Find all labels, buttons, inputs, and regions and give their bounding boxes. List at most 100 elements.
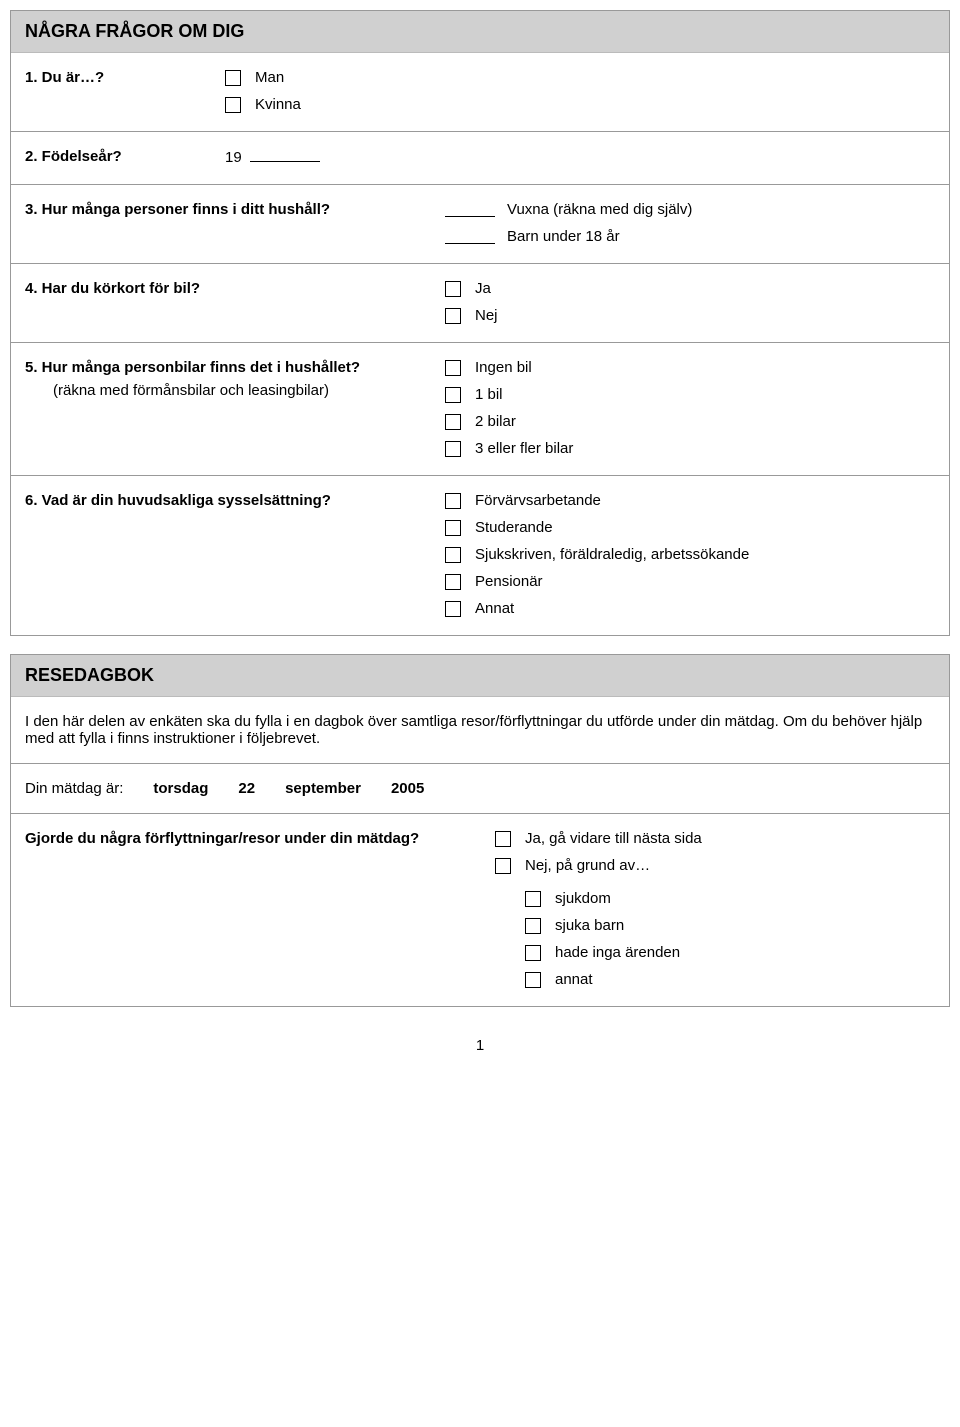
checkbox-icon bbox=[525, 945, 541, 961]
q3-opt-vuxna-label: Vuxna (räkna med dig själv) bbox=[507, 201, 692, 218]
q1-opt-kvinna[interactable]: Kvinna bbox=[225, 96, 935, 113]
checkbox-icon bbox=[445, 360, 461, 376]
q1-label: 1. Du är…? bbox=[25, 69, 225, 86]
diary-instructions: I den här delen av enkäten ska du fylla … bbox=[11, 697, 949, 764]
year-input-blank[interactable] bbox=[250, 148, 320, 162]
q5-left: 5. Hur många personbilar finns det i hus… bbox=[25, 359, 445, 399]
q5-opt-3-label: 3 eller fler bilar bbox=[475, 440, 573, 457]
q6-opt-0-label: Förvärvsarbetande bbox=[475, 492, 601, 509]
q1-opt-man[interactable]: Man bbox=[225, 69, 935, 86]
diary-opt-nej[interactable]: Nej, på grund av… bbox=[495, 857, 935, 874]
q6-opt-3[interactable]: Pensionär bbox=[445, 573, 935, 590]
diary-subopt-1-label: sjuka barn bbox=[555, 917, 624, 934]
checkbox-icon bbox=[445, 493, 461, 509]
q4-opt-ja-label: Ja bbox=[475, 280, 491, 297]
count-input-blank[interactable] bbox=[445, 203, 495, 217]
q5-opt-1[interactable]: 1 bil bbox=[445, 386, 935, 403]
question-6: 6. Vad är din huvudsakliga sysselsättnin… bbox=[11, 476, 949, 635]
q4-opt-nej[interactable]: Nej bbox=[445, 307, 935, 324]
diary-subopt-0[interactable]: sjukdom bbox=[525, 890, 935, 907]
date-num: 22 bbox=[238, 780, 255, 797]
diary-subopt-1[interactable]: sjuka barn bbox=[525, 917, 935, 934]
q1-opt-man-label: Man bbox=[255, 69, 284, 86]
checkbox-icon bbox=[445, 520, 461, 536]
checkbox-icon bbox=[445, 414, 461, 430]
q6-opt-3-label: Pensionär bbox=[475, 573, 543, 590]
diary-q-options: Ja, gå vidare till nästa sida Nej, på gr… bbox=[495, 830, 935, 988]
question-4: 4. Har du körkort för bil? Ja Nej bbox=[11, 264, 949, 343]
q4-opt-ja[interactable]: Ja bbox=[445, 280, 935, 297]
checkbox-icon bbox=[225, 97, 241, 113]
diary-subopt-0-label: sjukdom bbox=[555, 890, 611, 907]
question-2: 2. Födelseår? 19 bbox=[11, 132, 949, 185]
count-input-blank[interactable] bbox=[445, 230, 495, 244]
q5-opt-1-label: 1 bil bbox=[475, 386, 503, 403]
diary-panel: RESEDAGBOK I den här delen av enkäten sk… bbox=[10, 654, 950, 1007]
diary-subopt-2-label: hade inga ärenden bbox=[555, 944, 680, 961]
q6-opt-0[interactable]: Förvärvsarbetande bbox=[445, 492, 935, 509]
q6-opt-1-label: Studerande bbox=[475, 519, 553, 536]
checkbox-icon bbox=[445, 574, 461, 590]
checkbox-icon bbox=[495, 831, 511, 847]
q6-opt-4-label: Annat bbox=[475, 600, 514, 617]
diary-q-label: Gjorde du några förflyttningar/resor und… bbox=[25, 830, 495, 847]
diary-subopt-3-label: annat bbox=[555, 971, 593, 988]
diary-subopt-3[interactable]: annat bbox=[525, 971, 935, 988]
questions-panel: NÅGRA FRÅGOR OM DIG 1. Du är…? Man Kvinn… bbox=[10, 10, 950, 636]
checkbox-icon bbox=[445, 308, 461, 324]
q5-options: Ingen bil 1 bil 2 bilar 3 eller fler bil… bbox=[445, 359, 935, 457]
diary-opt-ja[interactable]: Ja, gå vidare till nästa sida bbox=[495, 830, 935, 847]
questions-panel-body: 1. Du är…? Man Kvinna 2. Födelseår? 19 3… bbox=[11, 53, 949, 635]
q5-opt-2[interactable]: 2 bilar bbox=[445, 413, 935, 430]
q3-opt-vuxna[interactable]: Vuxna (räkna med dig själv) bbox=[445, 201, 935, 218]
q3-options: Vuxna (räkna med dig själv) Barn under 1… bbox=[445, 201, 935, 245]
checkbox-icon bbox=[525, 891, 541, 907]
date-label: Din mätdag är: bbox=[25, 780, 123, 797]
page-number: 1 bbox=[10, 1037, 950, 1054]
question-5: 5. Hur många personbilar finns det i hus… bbox=[11, 343, 949, 476]
q4-label: 4. Har du körkort för bil? bbox=[25, 280, 445, 297]
diary-opt-ja-label: Ja, gå vidare till nästa sida bbox=[525, 830, 702, 847]
q6-opt-2-label: Sjukskriven, föräldraledig, arbetssökand… bbox=[475, 546, 749, 563]
q4-opt-nej-label: Nej bbox=[475, 307, 498, 324]
checkbox-icon bbox=[445, 601, 461, 617]
q5-opt-0[interactable]: Ingen bil bbox=[445, 359, 935, 376]
q6-opt-1[interactable]: Studerande bbox=[445, 519, 935, 536]
q3-label: 3. Hur många personer finns i ditt hushå… bbox=[25, 201, 445, 218]
q2-label: 2. Födelseår? bbox=[25, 148, 225, 165]
q3-opt-barn-label: Barn under 18 år bbox=[507, 228, 620, 245]
diary-date-row: Din mätdag är: torsdag 22 september 2005 bbox=[11, 764, 949, 814]
diary-panel-title: RESEDAGBOK bbox=[11, 655, 949, 697]
q6-opt-4[interactable]: Annat bbox=[445, 600, 935, 617]
q5-sublabel: (räkna med förmånsbilar och leasingbilar… bbox=[25, 382, 445, 399]
questions-panel-title: NÅGRA FRÅGOR OM DIG bbox=[11, 11, 949, 53]
checkbox-icon bbox=[525, 918, 541, 934]
diary-question: Gjorde du några förflyttningar/resor und… bbox=[11, 814, 949, 1006]
q6-opt-2[interactable]: Sjukskriven, föräldraledig, arbetssökand… bbox=[445, 546, 935, 563]
q6-label: 6. Vad är din huvudsakliga sysselsättnin… bbox=[25, 492, 445, 509]
q1-options: Man Kvinna bbox=[225, 69, 935, 113]
q2-answer: 19 bbox=[225, 148, 935, 166]
question-1: 1. Du är…? Man Kvinna bbox=[11, 53, 949, 132]
q5-opt-3[interactable]: 3 eller fler bilar bbox=[445, 440, 935, 457]
q5-label: 5. Hur många personbilar finns det i hus… bbox=[25, 359, 445, 376]
date-month: september bbox=[285, 780, 361, 797]
checkbox-icon bbox=[495, 858, 511, 874]
q4-options: Ja Nej bbox=[445, 280, 935, 324]
checkbox-icon bbox=[525, 972, 541, 988]
q2-prefix: 19 bbox=[225, 149, 242, 166]
q3-opt-barn[interactable]: Barn under 18 år bbox=[445, 228, 935, 245]
checkbox-icon bbox=[445, 441, 461, 457]
q5-opt-0-label: Ingen bil bbox=[475, 359, 532, 376]
checkbox-icon bbox=[445, 547, 461, 563]
checkbox-icon bbox=[445, 281, 461, 297]
diary-subopt-2[interactable]: hade inga ärenden bbox=[525, 944, 935, 961]
checkbox-icon bbox=[225, 70, 241, 86]
date-day: torsdag bbox=[153, 780, 208, 797]
question-3: 3. Hur många personer finns i ditt hushå… bbox=[11, 185, 949, 264]
date-year: 2005 bbox=[391, 780, 424, 797]
checkbox-icon bbox=[445, 387, 461, 403]
q5-opt-2-label: 2 bilar bbox=[475, 413, 516, 430]
q6-options: Förvärvsarbetande Studerande Sjukskriven… bbox=[445, 492, 935, 617]
q1-opt-kvinna-label: Kvinna bbox=[255, 96, 301, 113]
